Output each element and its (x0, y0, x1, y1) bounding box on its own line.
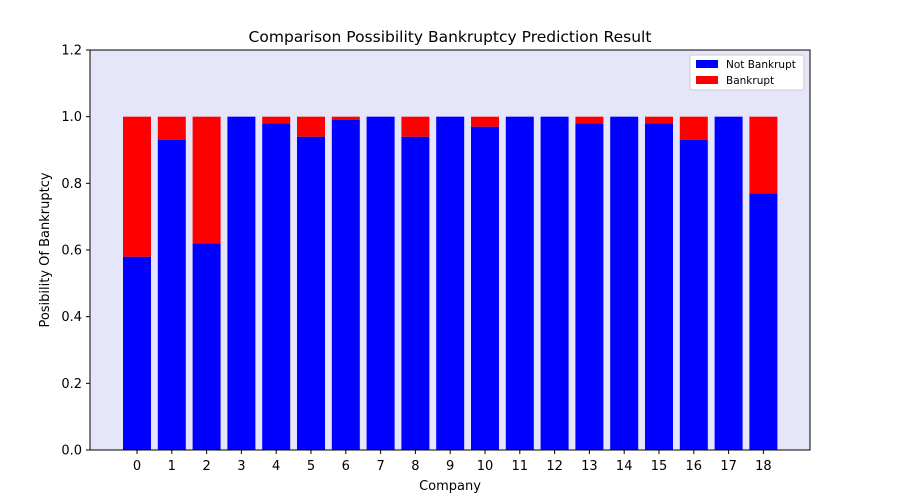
bar-not-bankrupt-4 (262, 123, 291, 450)
x-ticks-group: 0 1 2 3 4 5 6 7 8 9 10 11 12 13 14 15 16 17 18 (133, 450, 772, 474)
x-tick-label: 7 (376, 459, 384, 474)
x-tick-label: 18 (755, 459, 772, 474)
legend-swatch-not-bankrupt (696, 60, 718, 68)
x-tick-label: 12 (546, 459, 563, 474)
y-tick-label: 0.2 (61, 377, 82, 392)
x-tick-label: 6 (342, 459, 350, 474)
legend: Not Bankrupt Bankrupt (689, 54, 805, 91)
x-tick-label: 13 (581, 459, 598, 474)
x-tick-label: 14 (616, 459, 633, 474)
x-tick-label: 4 (272, 459, 280, 474)
bar-not-bankrupt-13 (575, 123, 604, 450)
bar-bankrupt-4 (262, 116, 291, 124)
bar-not-bankrupt-17 (714, 116, 743, 451)
bar-not-bankrupt-10 (471, 126, 499, 451)
bar-not-bankrupt-0 (123, 256, 151, 450)
bar-not-bankrupt-18 (749, 193, 778, 450)
bar-bankrupt-18 (749, 116, 778, 194)
x-tick-label: 0 (133, 459, 141, 474)
y-tick-label: 0.0 (61, 444, 82, 459)
bar-bankrupt-5 (297, 116, 325, 137)
y-tick-label: 1.2 (61, 44, 82, 59)
bar-bankrupt-16 (679, 116, 708, 140)
bar-not-bankrupt-2 (192, 243, 221, 450)
x-tick-label: 9 (446, 459, 454, 474)
bars-group (123, 116, 778, 451)
y-ticks-group: 0.0 0.2 0.4 0.6 0.8 1.0 1.2 (61, 44, 90, 459)
x-tick-label: 10 (477, 459, 494, 474)
legend-label-not-bankrupt: Not Bankrupt (726, 59, 796, 71)
x-axis-label: Company (419, 479, 481, 494)
x-tick-label: 16 (686, 459, 703, 474)
bar-not-bankrupt-15 (645, 123, 673, 450)
bar-bankrupt-6 (331, 116, 360, 120)
bar-not-bankrupt-5 (297, 136, 325, 451)
x-tick-label: 15 (651, 459, 668, 474)
bar-not-bankrupt-12 (540, 116, 569, 451)
y-axis-label: Posibility Of Bankruptcy (38, 172, 53, 327)
x-tick-label: 11 (512, 459, 529, 474)
x-tick-label: 2 (202, 459, 210, 474)
legend-label-bankrupt: Bankrupt (726, 75, 774, 87)
bar-not-bankrupt-3 (227, 116, 256, 451)
legend-swatch-bankrupt (696, 76, 718, 84)
x-tick-label: 17 (720, 459, 737, 474)
x-tick-label: 8 (411, 459, 419, 474)
bar-bankrupt-2 (192, 116, 221, 244)
x-tick-label: 5 (307, 459, 315, 474)
bar-not-bankrupt-6 (331, 120, 360, 450)
bar-not-bankrupt-16 (679, 140, 708, 450)
bar-not-bankrupt-11 (505, 116, 534, 451)
bar-bankrupt-15 (645, 116, 673, 124)
y-tick-label: 1.0 (61, 110, 82, 125)
y-tick-label: 0.6 (61, 244, 82, 259)
y-tick-label: 0.4 (61, 310, 82, 325)
bar-bankrupt-10 (471, 116, 499, 127)
bar-bankrupt-1 (157, 116, 186, 140)
x-tick-label: 1 (168, 459, 176, 474)
bar-not-bankrupt-1 (157, 140, 186, 450)
bar-bankrupt-8 (401, 116, 430, 137)
y-tick-label: 0.8 (61, 177, 82, 192)
bar-bankrupt-13 (575, 116, 604, 124)
bar-not-bankrupt-14 (610, 116, 639, 451)
legend-box (689, 54, 805, 91)
chart-title: Comparison Possibility Bankruptcy Predic… (249, 28, 652, 46)
x-tick-label: 3 (237, 459, 245, 474)
bar-not-bankrupt-8 (401, 136, 430, 451)
bar-bankrupt-0 (123, 116, 151, 257)
bar-not-bankrupt-9 (436, 116, 465, 451)
bar-not-bankrupt-7 (366, 116, 395, 451)
